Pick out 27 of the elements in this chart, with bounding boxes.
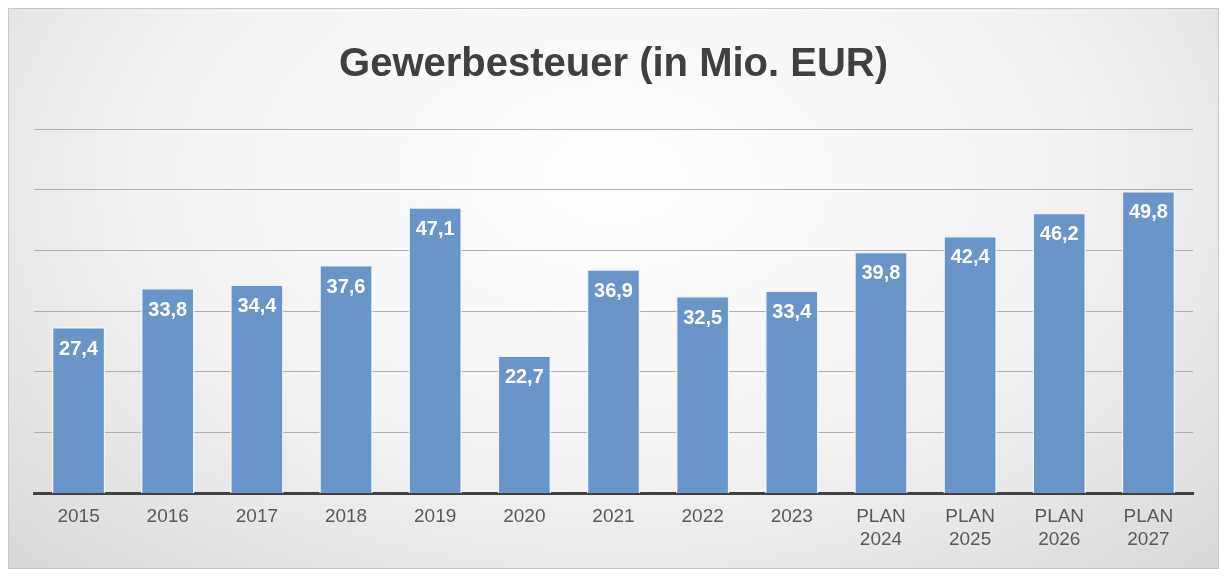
- data-label: 33,8: [148, 297, 188, 320]
- x-tick-label: PLAN 2025: [945, 505, 995, 549]
- x-tick-label: 2019: [414, 505, 457, 527]
- data-label: 42,4: [950, 245, 991, 268]
- data-label: 27,4: [59, 336, 99, 359]
- x-tick-label: 2016: [146, 505, 189, 527]
- x-tick-label: 2017: [235, 505, 279, 527]
- x-tick-label: 2022: [681, 505, 724, 527]
- x-tick-label: PLAN 2027: [1123, 505, 1174, 549]
- x-tick-label: 2023: [770, 505, 813, 527]
- data-label: 34,4: [237, 293, 278, 316]
- x-tick-label: 2020: [503, 505, 546, 527]
- x-tick-label: 2018: [324, 505, 368, 527]
- data-label: 39,8: [861, 261, 901, 284]
- data-label: 32,5: [683, 305, 723, 328]
- data-label: 36,9: [594, 278, 633, 301]
- x-tick-label: PLAN 2026: [1034, 505, 1085, 549]
- x-tick-label: PLAN 2024: [856, 505, 906, 549]
- data-label: 47,1: [415, 216, 455, 239]
- data-label: 22,7: [504, 365, 544, 388]
- data-label: 33,4: [772, 300, 813, 323]
- chart-title: Gewerbesteuer (in Mio. EUR): [339, 40, 888, 85]
- data-label: 49,8: [1128, 200, 1168, 223]
- data-label: 37,6: [326, 274, 366, 297]
- x-tick-label: 2015: [57, 505, 100, 527]
- x-tick-label: 2021: [592, 505, 635, 527]
- data-label: 46,2: [1039, 222, 1079, 245]
